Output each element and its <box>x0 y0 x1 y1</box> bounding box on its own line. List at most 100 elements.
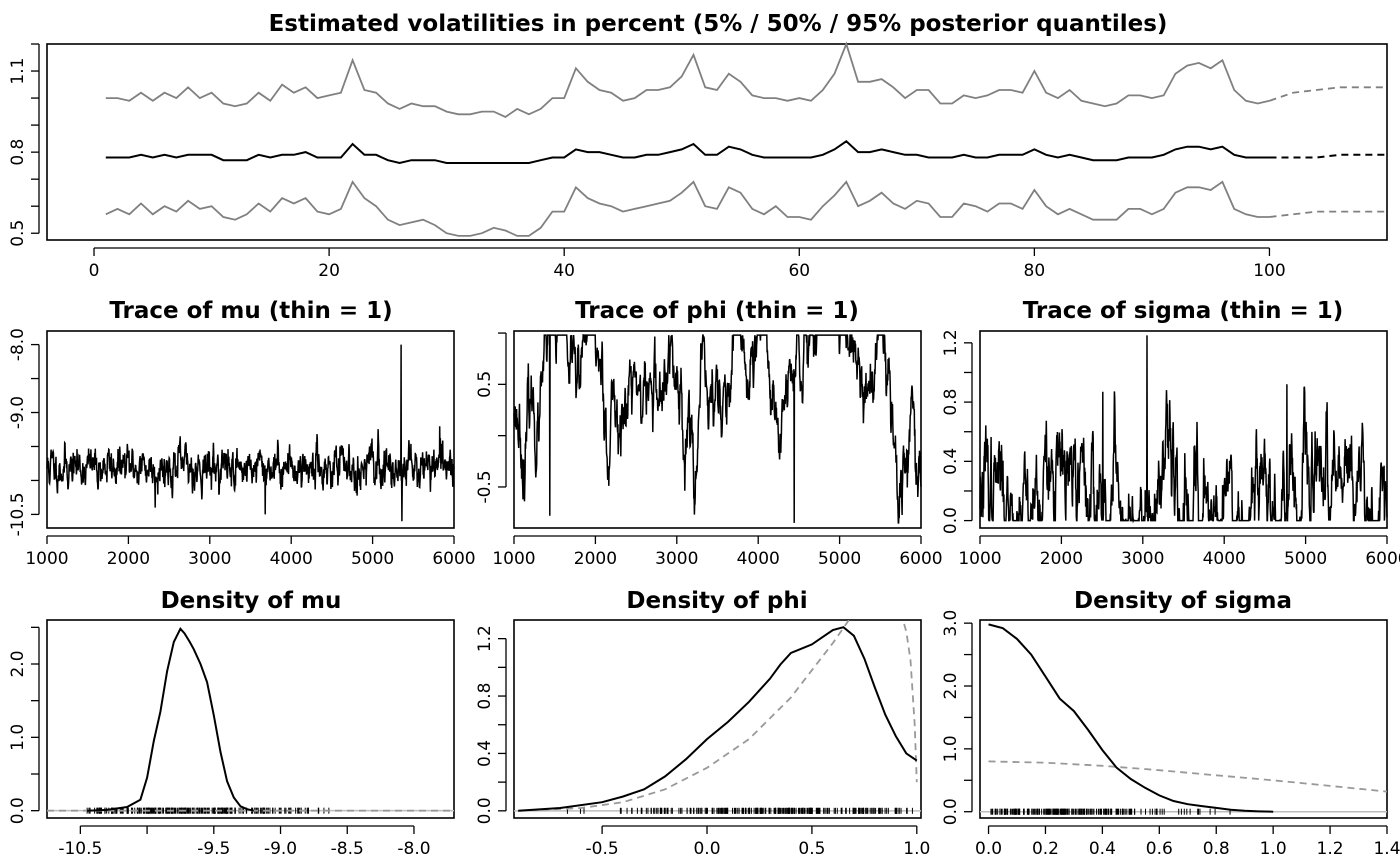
x-tick-label: 3000 <box>188 549 231 569</box>
x-tick-label: -9.5 <box>197 839 230 859</box>
y-tick-label: 0.4 <box>475 740 495 767</box>
x-tick-label: 0.2 <box>1032 839 1059 859</box>
y-tick-label: 1.1 <box>8 58 28 85</box>
x-tick-label: 1000 <box>958 549 1001 569</box>
y-tick-label: 2.0 <box>941 672 961 699</box>
density-sigma-panel: Density of sigma 0.0 0.2 0.4 0.6 0.8 1.0 1.2 1.… <box>941 588 1400 859</box>
x-tick-label: 4000 <box>1203 549 1246 569</box>
y-tick-label: -10.5 <box>8 492 28 536</box>
y-tick-label: 0.8 <box>8 139 28 166</box>
density-mu-panel: Density of mu -10.5 -9.5 -9.0 -8.5 -8.0 0.0 1.… <box>8 588 455 859</box>
prior-density-line <box>518 620 918 812</box>
volatility-frame <box>46 43 1388 241</box>
x-tick-label: -0.5 <box>586 839 619 859</box>
x-tick-label: 0 <box>89 261 100 281</box>
y-tick-label: -8.0 <box>8 328 28 361</box>
x-tick-label: 0.8 <box>1203 839 1230 859</box>
x-tick-label: 4000 <box>270 549 313 569</box>
trace-sigma-line <box>979 335 1388 524</box>
x-tick-label: 60 <box>788 261 810 281</box>
y-tick-label: 0.8 <box>475 683 495 710</box>
x-tick-label: 1.4 <box>1373 839 1400 859</box>
density-sigma-frame <box>979 619 1388 819</box>
x-tick-label: 6000 <box>1365 549 1400 569</box>
prior-density-line <box>988 760 1387 793</box>
trace-phi-frame <box>513 330 922 529</box>
y-tick-label: -0.5 <box>475 470 495 503</box>
trace-sigma-frame <box>979 330 1388 529</box>
volatility-q05-line <box>105 180 1270 237</box>
x-tick-label: 4000 <box>737 549 780 569</box>
posterior-density-line <box>518 626 918 812</box>
y-tick-label: 0.8 <box>941 389 961 416</box>
trace-sigma-panel: Trace of sigma (thin = 1) 1000 2000 3000 40… <box>941 298 1400 569</box>
x-tick-label: 0.4 <box>1089 839 1116 859</box>
volatility-q95-line <box>105 41 1270 119</box>
trace-mu-panel: Trace of mu (thin = 1) 1000 2000 3000 4000 5… <box>8 298 476 569</box>
forecast-q95-line <box>1269 86 1387 102</box>
y-tick-label: 2.0 <box>8 650 28 677</box>
x-tick-label: 3000 <box>655 549 698 569</box>
density-mu-title: Density of mu <box>161 588 342 614</box>
y-tick-label: 0.0 <box>475 797 495 824</box>
rug <box>566 807 913 814</box>
x-tick-label: 1000 <box>492 549 535 569</box>
forecast-q50-line <box>1269 153 1387 159</box>
x-tick-label: 0.0 <box>975 839 1002 859</box>
x-tick-label: 1.0 <box>1260 839 1287 859</box>
x-tick-label: 0.6 <box>1146 839 1173 859</box>
posterior-density-line <box>86 627 255 812</box>
trace-sigma-title: Trace of sigma (thin = 1) <box>1023 298 1344 324</box>
y-tick-label: 0.0 <box>8 797 28 824</box>
x-tick-label: 100 <box>1253 261 1285 281</box>
x-tick-label: -10.5 <box>58 839 102 859</box>
x-tick-label: 40 <box>553 261 575 281</box>
trace-phi-title: Trace of phi (thin = 1) <box>575 298 859 324</box>
trace-mu-line <box>46 344 455 522</box>
trace-mu-frame <box>46 330 455 529</box>
volatility-q50-line <box>105 140 1270 165</box>
y-tick-label: 0.5 <box>8 220 28 247</box>
forecast-q05-line <box>1269 210 1387 218</box>
x-tick-label: 0.5 <box>798 839 825 859</box>
x-tick-label: 5000 <box>1284 549 1327 569</box>
x-tick-label: 2000 <box>1040 549 1083 569</box>
x-tick-label: 2000 <box>107 549 150 569</box>
x-tick-label: -8.0 <box>397 839 430 859</box>
x-tick-label: -8.5 <box>331 839 364 859</box>
x-tick-label: 0.0 <box>693 839 720 859</box>
x-tick-label: 6000 <box>432 549 475 569</box>
y-tick-label: 0.4 <box>941 448 961 475</box>
x-tick-label: 80 <box>1024 261 1046 281</box>
x-tick-label: 1.2 <box>1317 839 1344 859</box>
trace-phi-panel: Trace of phi (thin = 1) 1000 2000 3000 4000… <box>475 298 943 569</box>
x-tick-label: 20 <box>318 261 340 281</box>
y-tick-label: 0.0 <box>941 798 961 825</box>
density-mu-frame <box>46 619 455 819</box>
volatility-title: Estimated volatilities in percent (5% / … <box>269 11 1168 37</box>
y-tick-label: 0.0 <box>941 507 961 534</box>
density-phi-panel: Density of phi -0.5 0.0 0.5 1.0 0.0 0.4 0.8 1.2 <box>475 588 930 859</box>
rug <box>990 808 1231 815</box>
x-tick-label: 2000 <box>574 549 617 569</box>
y-tick-label: 1.0 <box>941 735 961 762</box>
x-tick-label: 1000 <box>25 549 68 569</box>
x-tick-label: -9.0 <box>264 839 297 859</box>
density-phi-frame <box>513 619 922 819</box>
x-tick-label: 1.0 <box>903 839 930 859</box>
x-tick-label: 5000 <box>351 549 394 569</box>
density-phi-title: Density of phi <box>626 588 807 614</box>
x-tick-label: 3000 <box>1121 549 1164 569</box>
posterior-density-line <box>988 623 1274 813</box>
density-sigma-title: Density of sigma <box>1074 588 1292 614</box>
y-tick-label: 1.0 <box>8 724 28 751</box>
y-tick-label: 1.2 <box>475 625 495 652</box>
x-tick-label: 5000 <box>818 549 861 569</box>
y-tick-label: -9.0 <box>8 396 28 429</box>
volatility-panel: Estimated volatilities in percent (5% / … <box>8 11 1388 281</box>
y-tick-label: 1.2 <box>941 329 961 356</box>
y-tick-label: 0.5 <box>475 371 495 398</box>
y-tick-label: 3.0 <box>941 610 961 637</box>
trace-mu-title: Trace of mu (thin = 1) <box>109 298 392 324</box>
